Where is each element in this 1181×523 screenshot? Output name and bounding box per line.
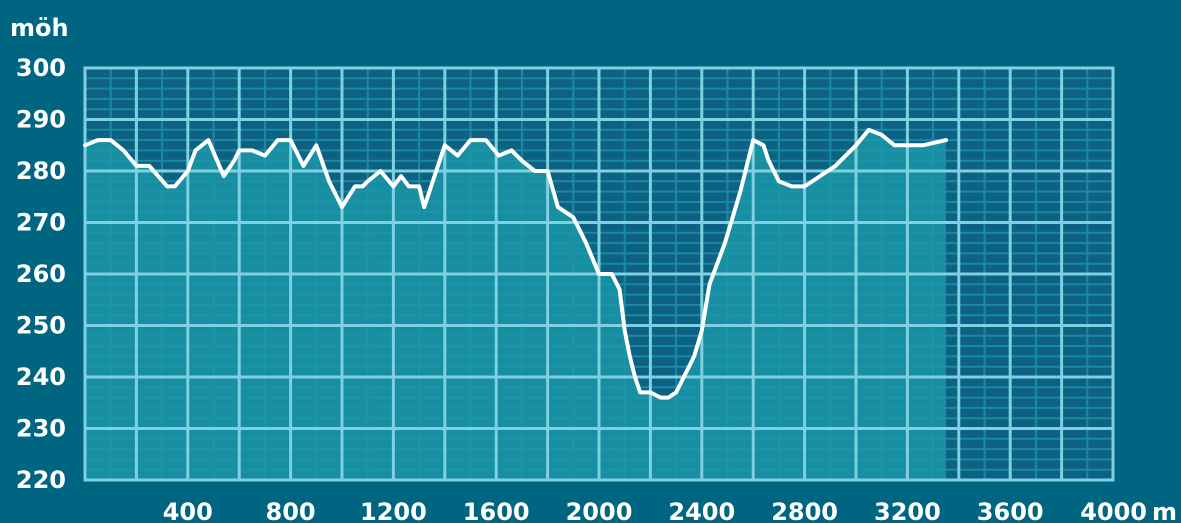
elevation-area — [85, 129, 946, 481]
x-tick-label: 2800 — [771, 498, 838, 523]
elevation-line — [83, 127, 948, 400]
y-tick-label: 260 — [16, 260, 66, 288]
x-tick-label: 800 — [266, 498, 316, 523]
y-tick-label: 220 — [16, 466, 66, 494]
x-tick-label: 400 — [163, 498, 213, 523]
y-tick-label: 290 — [16, 106, 66, 134]
y-tick-label: 230 — [16, 415, 66, 443]
y-tick-label: 300 — [16, 54, 66, 82]
plot-frame — [83, 66, 1115, 482]
y-tick-label: 240 — [16, 363, 66, 391]
major-grid — [83, 66, 1115, 482]
x-tick-label: 1200 — [360, 498, 427, 523]
x-tick-label: 1600 — [463, 498, 530, 523]
x-axis-label: m — [1152, 498, 1177, 523]
y-axis-label: möh — [10, 14, 69, 42]
y-axis-ticks: 300 290 280 270 260 250 240 230 220 — [16, 54, 66, 494]
x-axis-ticks: 400 800 1200 1600 2000 2400 2800 3200 3600 4000 — [163, 498, 1147, 523]
x-tick-label: 3200 — [874, 498, 941, 523]
x-tick-label: 4000 — [1080, 498, 1147, 523]
x-tick-label: 2000 — [566, 498, 633, 523]
x-tick-label: 3600 — [977, 498, 1044, 523]
x-tick-label: 2400 — [668, 498, 735, 523]
y-tick-label: 280 — [16, 157, 66, 185]
y-tick-label: 270 — [16, 209, 66, 237]
y-tick-label: 250 — [16, 312, 66, 340]
